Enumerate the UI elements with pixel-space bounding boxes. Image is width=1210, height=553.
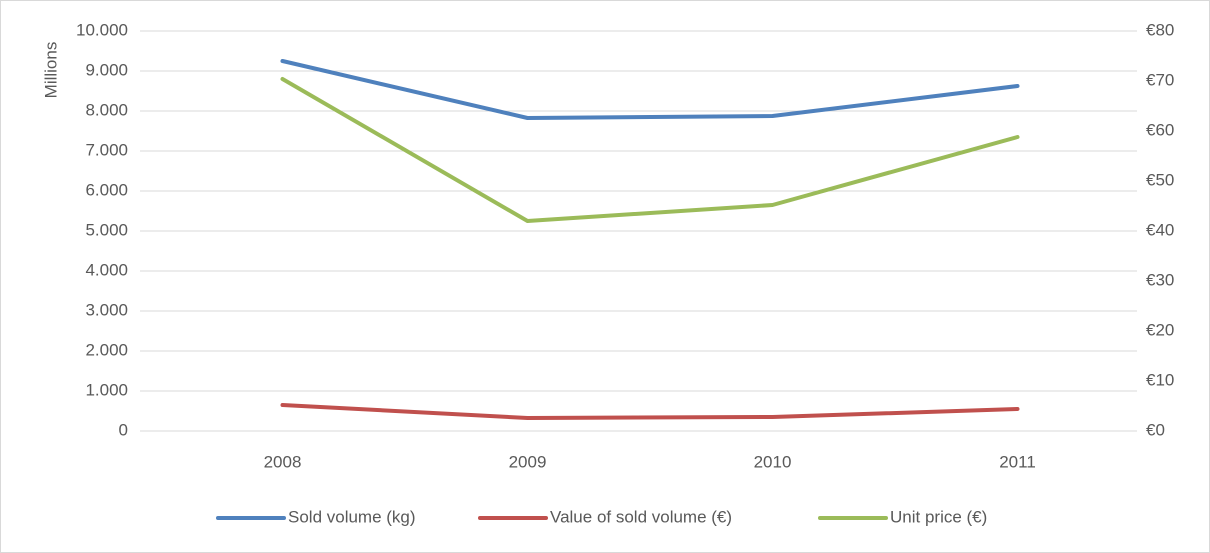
y-tick-label: 5.000 — [85, 220, 128, 239]
x-tick-label: 2009 — [509, 452, 547, 471]
x-tick-label: 2011 — [999, 452, 1036, 471]
x-tick-label: 2008 — [264, 452, 302, 471]
y-tick-label: 1.000 — [85, 380, 128, 399]
legend-label: Value of sold volume (€) — [550, 507, 732, 526]
y-tick-label: 0 — [119, 420, 128, 439]
legend-label: Unit price (€) — [890, 507, 987, 526]
y2-tick-label: €40 — [1146, 220, 1174, 239]
y-tick-label: 3.000 — [85, 300, 128, 319]
y-tick-label: 7.000 — [85, 140, 128, 159]
y-tick-label: 10.000 — [76, 20, 128, 39]
y-tick-label: 2.000 — [85, 340, 128, 359]
series-line — [280, 77, 1020, 223]
x-tick-label: 2010 — [754, 452, 792, 471]
y2-tick-label: €20 — [1146, 320, 1174, 339]
y-axis-label: Millions — [41, 42, 60, 99]
series-line — [280, 403, 1020, 420]
y2-tick-label: €60 — [1146, 120, 1174, 139]
y-tick-label: 8.000 — [85, 100, 128, 119]
y-tick-label: 6.000 — [85, 180, 128, 199]
series-line — [280, 59, 1020, 120]
y-tick-label: 9.000 — [85, 60, 128, 79]
y2-tick-label: €80 — [1146, 20, 1174, 39]
y2-tick-label: €10 — [1146, 370, 1174, 389]
y2-tick-label: €70 — [1146, 70, 1174, 89]
y2-tick-label: €0 — [1146, 420, 1165, 439]
y2-tick-label: €30 — [1146, 270, 1174, 289]
legend-label: Sold volume (kg) — [288, 507, 416, 526]
y2-tick-label: €50 — [1146, 170, 1174, 189]
y-tick-label: 4.000 — [85, 260, 128, 279]
